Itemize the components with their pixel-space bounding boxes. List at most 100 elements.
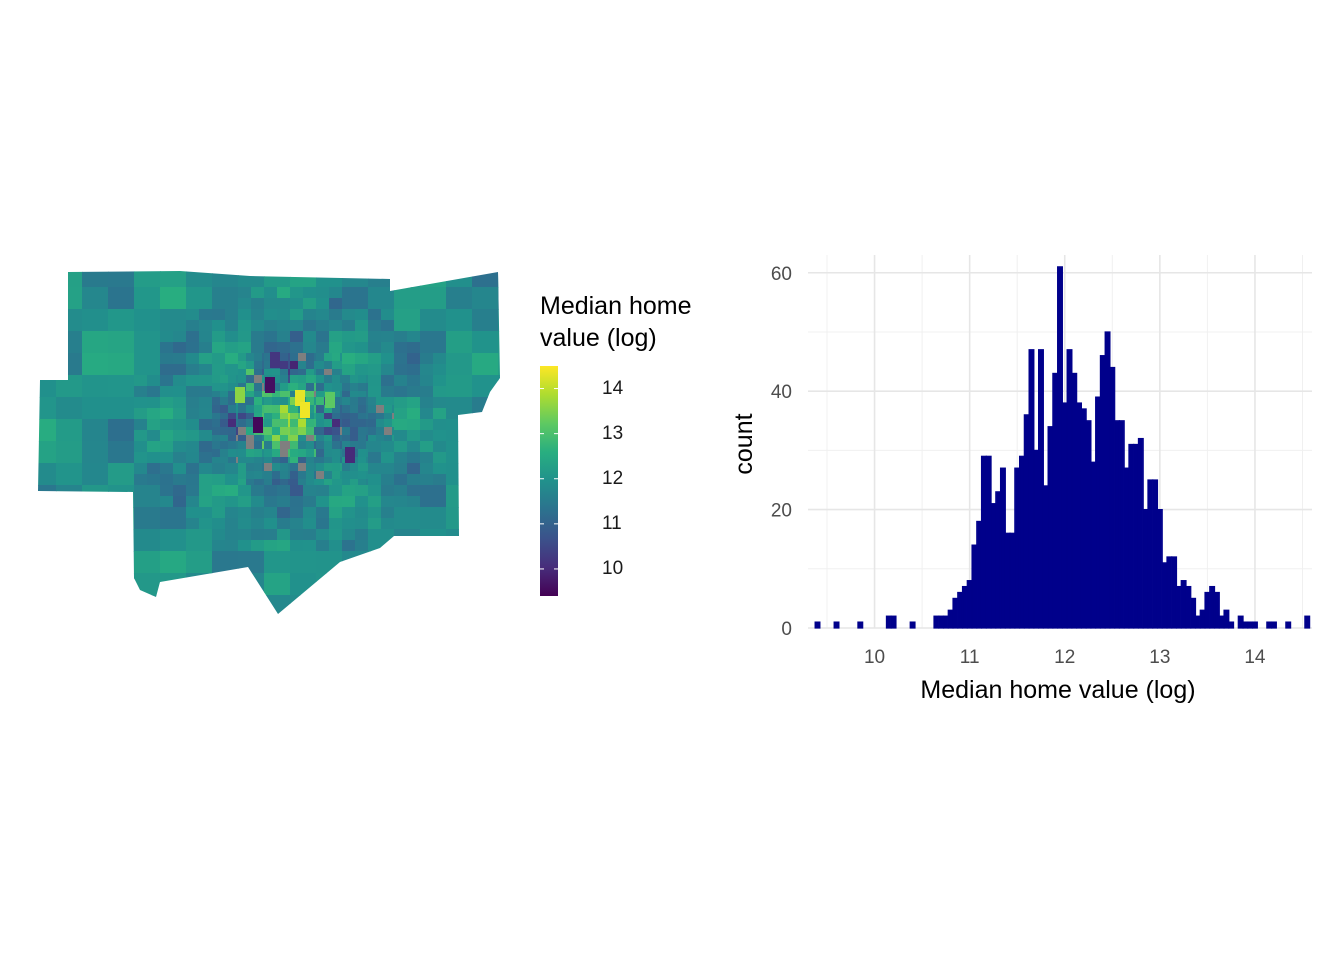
map-tract (56, 529, 83, 552)
map-tract (350, 435, 359, 444)
histogram-grid (808, 255, 1312, 629)
map-tract (298, 361, 307, 370)
map-tract (254, 375, 263, 384)
map-tract (446, 463, 473, 486)
map-tract (381, 496, 395, 508)
map-tract (228, 405, 237, 414)
map-tract (225, 540, 239, 552)
map-tract (420, 474, 434, 486)
histogram-bar (1185, 586, 1192, 629)
map-tract (173, 463, 187, 475)
map-tract (316, 361, 325, 370)
map-tract (324, 383, 333, 392)
map-tract (254, 479, 263, 488)
map-tract (212, 474, 226, 486)
y-tick-label: 20 (771, 501, 792, 522)
map-tract (316, 383, 325, 392)
map-tract (30, 617, 57, 640)
map-tract (238, 507, 252, 519)
map-tract (228, 397, 237, 406)
map-tract (394, 419, 408, 431)
map-tract (251, 485, 265, 497)
map-tract (238, 427, 247, 436)
map-tract (173, 342, 187, 354)
map-tract (199, 441, 213, 453)
map-tract (306, 479, 315, 488)
map-tract (303, 320, 317, 332)
map-tract (264, 413, 273, 422)
map-tract (368, 353, 382, 365)
map-tract (238, 479, 247, 488)
map-tract (498, 331, 500, 354)
map-tract (238, 463, 247, 472)
map-tract (368, 309, 382, 321)
map-tract (280, 441, 289, 450)
map-tract (246, 419, 255, 428)
map-tract (277, 529, 291, 541)
map-tract (316, 271, 343, 288)
map-tract (225, 353, 239, 365)
map-tract (381, 342, 395, 354)
map-tract (368, 617, 395, 640)
map-tract (251, 287, 265, 299)
histogram-bar (1204, 592, 1211, 629)
histogram-bar-outline (1270, 621, 1277, 629)
map-tract (251, 529, 265, 541)
histogram-bar (995, 491, 1001, 629)
map-tract (342, 471, 351, 480)
map-tract (358, 449, 367, 458)
histogram-bar (890, 615, 897, 629)
map-tract (264, 419, 273, 428)
map-tract (433, 397, 447, 409)
map-tract (238, 441, 247, 450)
map-tract (342, 496, 356, 508)
histogram-bar-outline (1052, 372, 1059, 629)
map-tract (220, 457, 229, 466)
map-tract (306, 361, 315, 370)
map-tract (407, 463, 421, 475)
map-tract (394, 507, 421, 530)
map-tract (358, 419, 367, 428)
map-tract (332, 397, 341, 406)
map-tract (358, 427, 367, 436)
map-tract (368, 287, 395, 310)
map-tract (108, 529, 135, 552)
histogram-bar (1100, 355, 1106, 629)
map-tract (368, 595, 395, 614)
histogram-bar-outline (1066, 349, 1073, 629)
map-tract (420, 287, 447, 310)
map-tract (265, 377, 275, 393)
map-tract (264, 496, 278, 508)
map-tract (290, 540, 304, 552)
map-tract (238, 617, 265, 640)
map-tract (186, 342, 200, 354)
map-tract (446, 331, 473, 354)
map-tract (342, 271, 369, 288)
histogram-bar (1223, 609, 1230, 629)
histogram-bar (1209, 586, 1215, 629)
histogram-bar (990, 503, 997, 629)
map-tract (238, 405, 247, 414)
histogram-bar (1047, 426, 1054, 629)
map-tract (186, 353, 200, 365)
map-tract (303, 287, 317, 299)
map-tract (290, 353, 299, 362)
histogram-bar (909, 621, 916, 629)
histogram-bar-outline (1228, 621, 1235, 629)
map-tract (38, 331, 57, 354)
map-tract (160, 364, 174, 376)
map-tract (329, 309, 343, 321)
histogram-bar (1271, 621, 1277, 629)
map-tract (186, 364, 200, 376)
map-tract (350, 479, 359, 488)
histogram-bar-outline (814, 621, 821, 629)
map-tract (420, 463, 434, 475)
map-tract (498, 441, 500, 464)
map-tract (407, 353, 421, 365)
map-tract (147, 408, 161, 420)
map-tract (134, 397, 148, 409)
map-tract (498, 507, 500, 530)
map-tract (472, 331, 499, 354)
map-tract (173, 430, 187, 442)
map-tract (324, 479, 333, 488)
